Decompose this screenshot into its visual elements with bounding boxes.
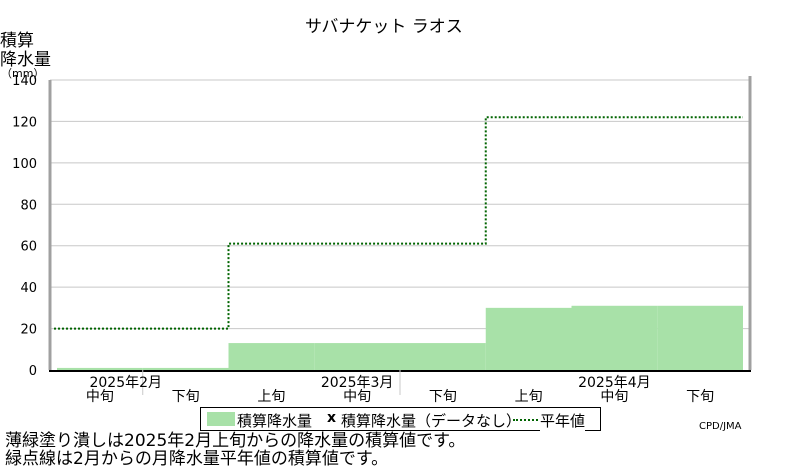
legend-bar-swatch (207, 412, 235, 426)
x-tick-label-2: 上旬 (257, 389, 285, 405)
note-line-2: 緑点線は2月からの月降水量平年値の積算値です。 (5, 449, 389, 469)
normal-step-line (54, 116, 743, 330)
legend-bar-label: 積算降水量 (237, 412, 313, 430)
x-tick-label-1: 下旬 (172, 389, 200, 405)
x-tick-label-3: 中旬 (343, 389, 371, 405)
legend-missing-marker: x (327, 410, 337, 426)
y-axis-label-line-2: 降水量 (0, 50, 51, 70)
x-month-label-1: 2025年3月 (321, 375, 394, 391)
x-tick-label-5: 上旬 (515, 389, 543, 405)
legend-missing-label: 積算降水量（データなし） (341, 412, 522, 430)
bar-7 (657, 305, 743, 370)
x-tick-label-0: 中旬 (86, 389, 114, 405)
y-tick-label-140: 140 (12, 74, 37, 89)
bar-2 (228, 343, 315, 370)
y-tick-label-20: 20 (20, 323, 37, 338)
y-tick-label-100: 100 (12, 157, 37, 172)
y-tick-label-60: 60 (20, 240, 37, 255)
x-tick-label-7: 下旬 (686, 389, 714, 405)
y-tick-label-120: 120 (12, 115, 37, 130)
legend-normal-label: 平年値 (540, 410, 586, 431)
bar-4 (400, 343, 486, 370)
x-month-label-0: 2025年2月 (89, 375, 162, 391)
x-tick-label-6: 中旬 (600, 389, 628, 405)
bar-6 (571, 305, 658, 370)
chart-title: サバナケット ラオス (305, 17, 463, 37)
y-axis-label-line-1: 積算 (0, 31, 34, 51)
note-line-1: 薄緑塗り潰しは2025年2月上旬からの降水量の積算値です。 (5, 431, 466, 451)
legend-normal-line (513, 419, 553, 421)
bar-5 (485, 307, 572, 370)
legend: 積算降水量 x 積算降水量（データなし） 平年値 (200, 407, 601, 431)
bar-3 (314, 343, 400, 370)
credit: CPD/JMA (699, 421, 742, 432)
y-tick-label-40: 40 (20, 281, 37, 296)
y-tick-label-0: 0 (29, 364, 37, 379)
bar-0 (57, 367, 143, 370)
x-tick-label-4: 下旬 (429, 389, 457, 405)
bar-1 (142, 367, 229, 370)
y-axis-label-unit: （mm） (1, 67, 45, 80)
x-month-label-2: 2025年4月 (578, 375, 651, 391)
y-tick-label-80: 80 (20, 198, 37, 213)
